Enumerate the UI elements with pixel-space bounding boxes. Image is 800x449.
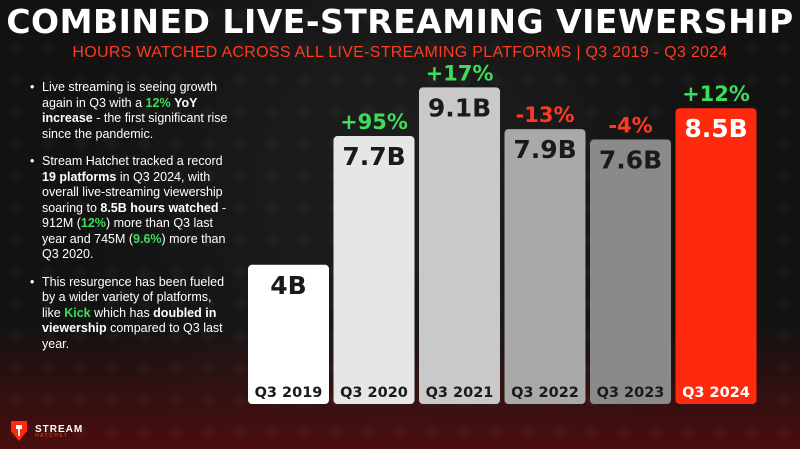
- bullet-3: • This resurgence has been fueled by a w…: [30, 275, 230, 353]
- logo-subtext: HATCHET: [35, 432, 69, 439]
- page-subtitle: HOURS WATCHED ACROSS ALL LIVE-STREAMING …: [72, 44, 728, 61]
- value-label: 9.1B: [428, 93, 491, 122]
- bullet-text: which has: [90, 305, 154, 320]
- bullet-text: Live streaming is seeing growth again in…: [42, 80, 218, 110]
- bullet-dot: •: [30, 274, 35, 289]
- bullet-text: ) more than Q3 2020.: [42, 231, 226, 262]
- x-tick-label: Q3 2020: [340, 385, 408, 401]
- x-tick-label: Q3 2021: [426, 385, 494, 401]
- x-tick-label: Q3 2023: [597, 385, 665, 401]
- highlight-green: 9.6%: [133, 231, 162, 246]
- logo-wordmark: STREAM: [35, 423, 84, 435]
- value-label: 7.7B: [342, 142, 405, 171]
- change-label: -13%: [516, 103, 575, 127]
- x-tick-label: Q3 2019: [255, 385, 323, 401]
- bullet-text: - the first significant rise since the p…: [42, 111, 228, 141]
- bullet-text: This resurgence has been fueled by a wid…: [42, 274, 225, 320]
- bullet-text: compared to Q3 last year.: [42, 321, 223, 351]
- highlight-bold: 8.5B hours watched: [100, 200, 219, 215]
- bar-q3-2019: [248, 264, 329, 404]
- bullet-text: Stream Hatchet tracked a record: [42, 154, 223, 168]
- bar-q3-2024: [675, 108, 757, 404]
- value-label: 7.9B: [513, 135, 576, 164]
- value-label: 4B: [270, 271, 306, 300]
- x-tick-label: Q3 2022: [511, 385, 579, 401]
- bullet-text: - 912M (: [42, 200, 227, 231]
- bullet-dot: •: [30, 80, 35, 94]
- change-label: +17%: [426, 61, 494, 85]
- highlight-green: 12%: [80, 216, 106, 230]
- bullet-2: • Stream Hatchet tracked a record 19 pla…: [30, 154, 230, 263]
- highlight-bold: YoY increase: [42, 95, 198, 126]
- bullet-list: • Live streaming is seeing growth again …: [30, 80, 230, 364]
- change-label: +12%: [682, 82, 750, 106]
- highlight-green: Kick: [64, 305, 91, 320]
- bar-q3-2022: [504, 129, 586, 404]
- highlight-bold: 19 platforms: [42, 169, 117, 184]
- bullet-dot: •: [30, 154, 35, 168]
- brand-logo: STREAM HATCHET: [8, 419, 83, 443]
- bullet-text: ) more than Q3 last year and 745M (: [42, 216, 213, 246]
- page-title: COMBINED LIVE-STREAMING VIEWERSHIP: [6, 2, 794, 41]
- bar-q3-2023: [590, 139, 671, 404]
- bullet-text: in Q3 2024, with overall live-streaming …: [42, 169, 223, 215]
- bar-q3-2020: [333, 136, 415, 405]
- value-label: 7.6B: [599, 146, 662, 175]
- highlight-green: 12%: [145, 95, 171, 110]
- bullet-1: • Live streaming is seeing growth again …: [30, 80, 230, 142]
- hatchet-logo-icon: [11, 421, 27, 441]
- x-tick-label: Q3 2024: [682, 385, 750, 401]
- change-label: +95%: [340, 110, 408, 134]
- value-label: 8.5B: [684, 114, 747, 143]
- highlight-bold: doubled in viewership: [42, 305, 217, 336]
- bar-q3-2021: [419, 87, 500, 404]
- change-label: -4%: [608, 114, 652, 138]
